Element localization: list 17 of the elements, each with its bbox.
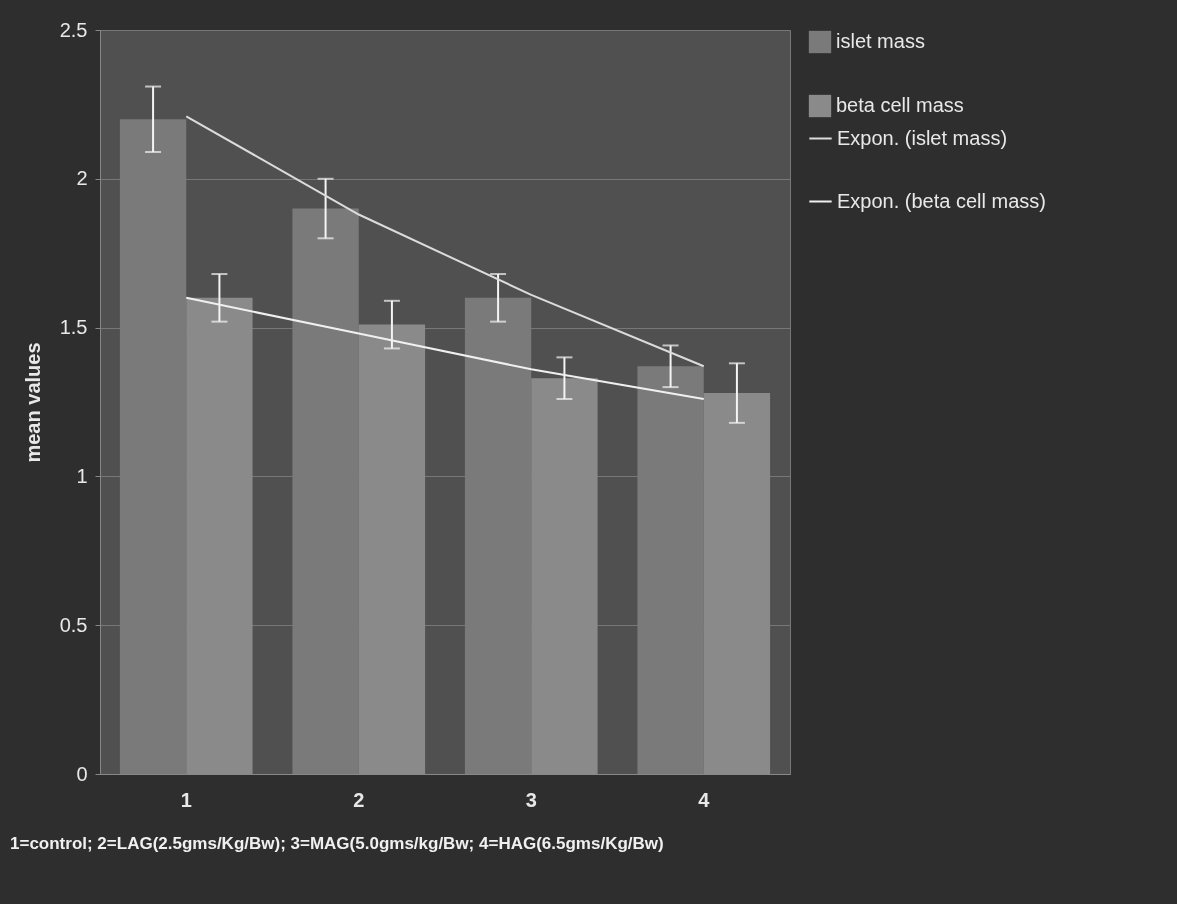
y-tick-label: 2 bbox=[76, 167, 88, 190]
y-axis-title: mean values bbox=[21, 342, 44, 463]
legend-label: islet mass bbox=[836, 30, 925, 52]
text: 1=control; 2=LAG(2.5gms/Kg/Bw); 3=MAG(5.0gms/kg/Bw; 4=HAG(6.5gms/Kg/Bw) bbox=[10, 834, 664, 853]
y-tick-label: 0 bbox=[76, 762, 88, 785]
x-tick-label: 3 bbox=[525, 788, 537, 811]
line-series bbox=[185, 115, 705, 368]
y-tick-label: 2.5 bbox=[59, 18, 88, 41]
legend-label: beta cell mass bbox=[836, 94, 964, 116]
y-tick-label: 1.5 bbox=[59, 316, 88, 339]
x-tick-label: 4 bbox=[698, 788, 711, 811]
y-tick-label: 0.5 bbox=[59, 613, 88, 636]
y-tick-label: 1 bbox=[76, 464, 88, 487]
x-tick-label: 1 bbox=[180, 788, 192, 811]
x-tick-label: 2 bbox=[353, 788, 365, 811]
legend-label: Expon. (beta cell mass) bbox=[837, 189, 1046, 212]
legend-label: Expon. (islet mass) bbox=[837, 126, 1008, 149]
